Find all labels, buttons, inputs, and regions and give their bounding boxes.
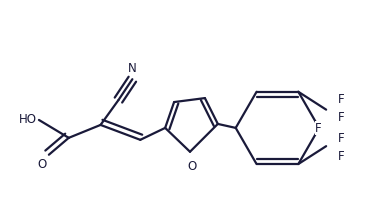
Text: F: F — [338, 150, 345, 163]
Text: F: F — [315, 121, 322, 134]
Text: O: O — [38, 158, 47, 171]
Text: HO: HO — [19, 113, 37, 127]
Text: N: N — [128, 62, 137, 75]
Text: F: F — [338, 132, 345, 145]
Text: F: F — [315, 122, 322, 135]
Text: F: F — [338, 111, 345, 124]
Text: F: F — [338, 93, 345, 106]
Text: O: O — [187, 160, 197, 173]
